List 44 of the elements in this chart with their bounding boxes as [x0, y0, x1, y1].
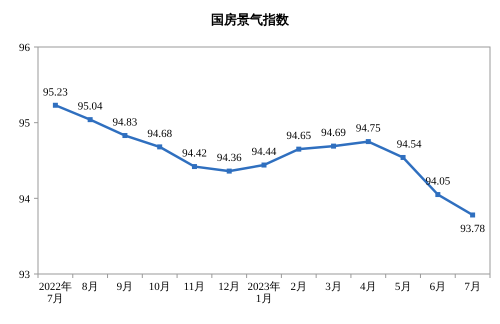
data-label: 94.44 — [252, 146, 277, 158]
data-label: 94.75 — [356, 122, 382, 135]
point — [192, 164, 197, 170]
point — [52, 102, 58, 108]
point — [296, 146, 302, 152]
x-tick-label: 12月 — [218, 281, 240, 293]
x-tick-label: 6月 — [430, 281, 446, 293]
point — [366, 139, 371, 144]
data-label: 94.42 — [182, 148, 207, 160]
data-label: 94.36 — [216, 152, 242, 164]
data-label: 93.78 — [460, 222, 486, 235]
point — [122, 133, 128, 138]
y-tick-label: 96 — [19, 42, 30, 54]
x-tick-label: 4月 — [360, 281, 377, 293]
point — [226, 168, 232, 174]
data-label: 94.83 — [112, 116, 138, 129]
data-label: 94.69 — [321, 127, 346, 140]
data-label: 94.54 — [396, 138, 422, 150]
point — [88, 117, 93, 122]
x-tick-label: 9月 — [116, 281, 134, 293]
point — [262, 162, 266, 168]
x-tick-label: 3月 — [325, 281, 342, 293]
point — [331, 144, 336, 149]
data-label: 94.05 — [425, 176, 451, 188]
x-tick-label: 2月 — [290, 281, 308, 293]
data-label: 94.68 — [147, 128, 173, 140]
x-tick-label: 2023年 1月 — [248, 281, 280, 305]
chart-title: 国房景气指数 — [211, 12, 290, 28]
point — [470, 212, 476, 218]
x-tick-label: 5月 — [394, 281, 412, 293]
y-tick-label: 93 — [19, 269, 30, 281]
y-tick-label: 94 — [19, 193, 30, 206]
x-tick-label: 11月 — [184, 281, 206, 293]
data-label: 94.65 — [286, 130, 312, 142]
point — [157, 144, 162, 150]
point — [400, 154, 406, 160]
data-label: 95.04 — [78, 100, 104, 113]
x-tick-label: 2022年 7月 — [38, 281, 72, 305]
data-label: 95.23 — [43, 86, 68, 98]
x-tick-label: 8月 — [82, 281, 98, 293]
point — [435, 192, 440, 198]
y-tick-label: 95 — [19, 118, 30, 130]
x-tick-label: 7月 — [464, 281, 481, 293]
x-tick-label: 10月 — [148, 281, 171, 293]
